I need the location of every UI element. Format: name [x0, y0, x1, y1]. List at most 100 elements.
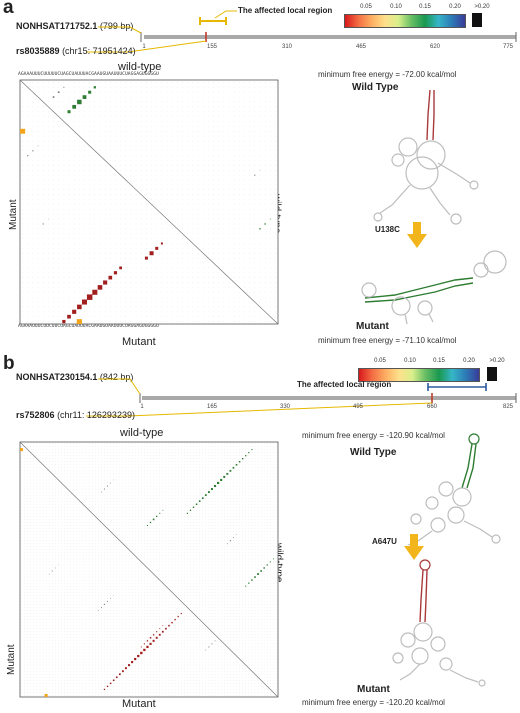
basepair-dot — [229, 540, 231, 542]
basepair-dot — [48, 573, 50, 575]
mfe-mutant: minimum free energy = -71.10 kcal/mol — [318, 336, 457, 345]
basepair-dot — [146, 640, 149, 642]
colorbar-tick: 0.05 — [374, 358, 386, 364]
panel-letter: a — [3, 0, 14, 18]
basepair-dot — [103, 688, 106, 691]
basepair-dot — [149, 251, 154, 256]
basepair-dot — [229, 469, 232, 472]
basepair-dot — [82, 95, 87, 99]
basepair-dot — [106, 685, 109, 688]
colorbar-tick: 0.20 — [463, 358, 475, 364]
basepair-dot — [109, 682, 112, 685]
basepair-dot — [160, 242, 163, 245]
basepair-dot — [180, 612, 182, 615]
snp-location: (chr15: 71951424) — [62, 46, 136, 56]
basepair-dot — [177, 615, 179, 618]
basepair-dot — [226, 543, 228, 545]
basepair-dot — [207, 491, 210, 494]
basepair-dot — [165, 627, 167, 630]
basepair-dot — [149, 521, 152, 524]
basepair-dot — [174, 618, 176, 621]
basepair-dot — [32, 150, 34, 152]
sequence-top: AGAAAUUUCUUUUUCUAGCUAUUUACGAAUGUAAUUUCUA… — [18, 72, 159, 77]
basepair-dot — [131, 661, 134, 664]
mutation-marker — [20, 128, 26, 134]
basepair-dot — [158, 633, 161, 636]
basepair-dot — [272, 558, 274, 560]
panel-a: a NONHSAT171752.1 (799 bp) The affected … — [0, 0, 520, 355]
basepair-dot — [128, 664, 131, 667]
basepair-dot — [121, 670, 124, 673]
basepair-dot — [77, 304, 82, 310]
basepair-dot — [214, 640, 216, 642]
basepair-dot — [168, 624, 170, 627]
basepair-dot — [260, 570, 262, 572]
basepair-dot — [107, 600, 109, 602]
basepair-dot — [134, 657, 137, 661]
basepair-dot — [238, 460, 241, 463]
basepair-dot — [106, 485, 109, 487]
basepair-dot — [88, 90, 92, 94]
basepair-dot — [144, 256, 148, 260]
wildtype-title: Wild Type — [350, 447, 397, 458]
basepair-dot — [201, 497, 204, 500]
snp-label: rs8035889 (chr15: 71951424) — [16, 46, 136, 56]
colorbar-tick: 0.10 — [404, 358, 416, 364]
basepair-dot — [124, 667, 127, 670]
dotplot-a — [19, 79, 279, 325]
basepair-dot — [115, 676, 118, 679]
basepair-dot — [245, 585, 247, 587]
basepair-dot — [37, 145, 39, 147]
basepair-dot — [220, 478, 223, 481]
basepair-dot — [217, 481, 220, 485]
basepair-dot — [146, 645, 149, 649]
basepair-dot — [156, 515, 158, 518]
basepair-dot — [108, 275, 113, 280]
colorbar-tick: 0.10 — [390, 4, 402, 10]
basepair-dot — [52, 96, 55, 98]
basepair-dot — [226, 472, 229, 475]
basepair-dot — [54, 567, 56, 569]
down-arrow-icon — [404, 534, 424, 560]
colorbar-tick: 0.20 — [449, 4, 461, 10]
basepair-dot — [254, 174, 256, 176]
transcript-bar — [142, 396, 516, 400]
transcript-length: (842 bp) — [99, 372, 134, 382]
snp-label: rs752806 (chr11: 126293239) — [16, 410, 135, 420]
transcript-track — [86, 378, 517, 417]
basepair-dot — [213, 484, 217, 488]
transcript-length: (799 bp) — [99, 21, 134, 31]
mutation-marker — [20, 448, 24, 452]
basepair-dot — [149, 642, 152, 645]
basepair-dot — [210, 488, 213, 491]
basepair-dot — [63, 86, 65, 88]
mutant-left-label: Mutant — [8, 199, 19, 230]
mfe-wildtype: minimum free energy = -120.90 kcal/mol — [302, 431, 445, 440]
basepair-dot — [143, 643, 145, 645]
basepair-dot — [159, 628, 161, 630]
mutation-label: U138C — [375, 225, 400, 234]
axis-tick: 825 — [502, 404, 514, 410]
basepair-dot — [92, 289, 98, 295]
basepair-dot — [72, 309, 77, 314]
basepair-dot — [155, 636, 158, 639]
transcript-label: NONHSAT230154.1 (842 bp) — [16, 372, 133, 382]
axis-tick: 660 — [426, 404, 438, 410]
basepair-dot — [186, 512, 188, 514]
basepair-dot — [137, 654, 140, 658]
mutation-marker — [44, 693, 48, 697]
basepair-dot — [93, 86, 96, 89]
transcript-track — [86, 10, 517, 53]
axis-tick: 495 — [352, 404, 364, 410]
colorbar-over-label: >0.20 — [474, 4, 490, 10]
basepair-dot — [192, 506, 195, 508]
basepair-dot — [113, 271, 118, 275]
transcript-id: NONHSAT230154.1 — [16, 372, 98, 382]
basepair-dot — [67, 110, 71, 114]
mutation-label: A647U — [372, 537, 397, 546]
basepair-dot — [257, 573, 259, 575]
basepair-dot — [112, 679, 115, 682]
basepair-dot — [97, 285, 103, 290]
basepair-dot — [241, 457, 244, 460]
panel-b: b 0.05 0.10 0.15 0.20 >0.20 NONHSAT23015… — [0, 353, 520, 713]
